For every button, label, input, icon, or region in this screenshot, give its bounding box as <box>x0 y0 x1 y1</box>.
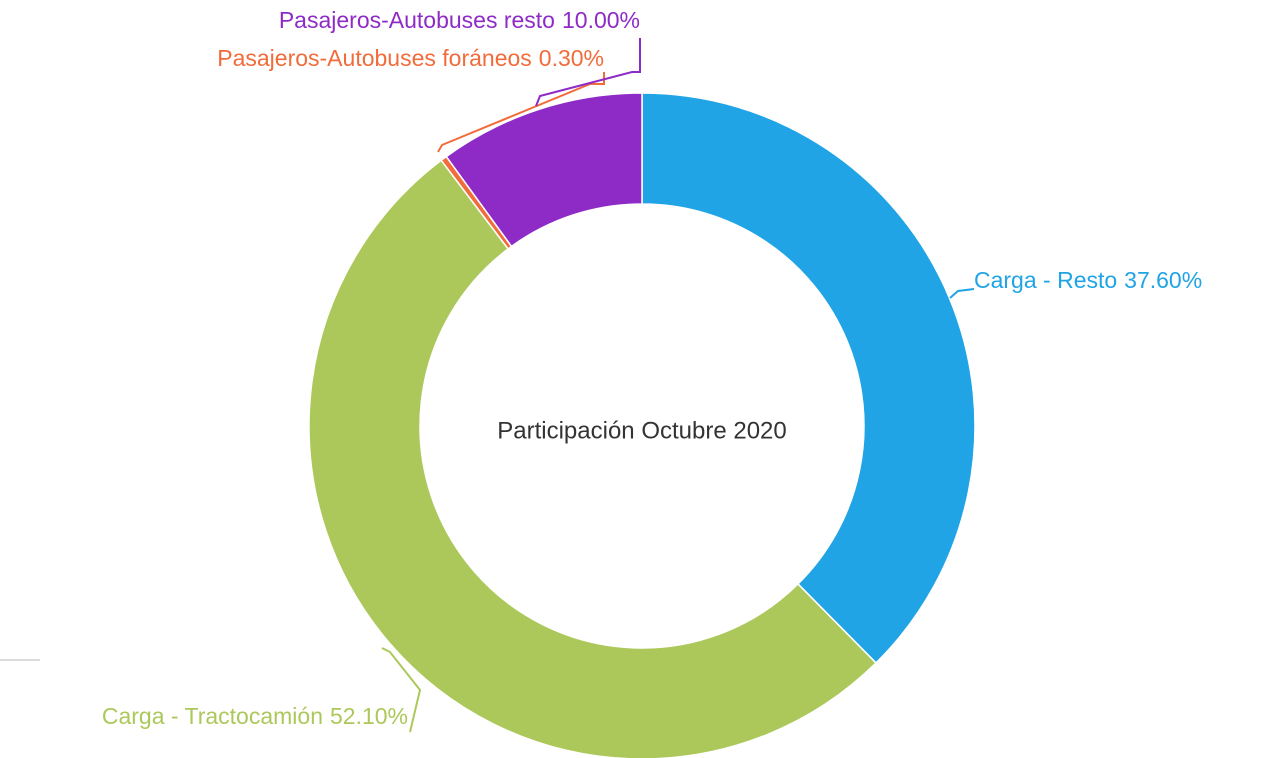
slice-name: Carga - Resto <box>974 267 1117 293</box>
slice-value: 52.10% <box>330 703 408 729</box>
slice-label: Pasajeros-Autobuses foráneos 0.30% <box>217 45 604 71</box>
slice-value: 37.60% <box>1124 267 1202 293</box>
leader-line <box>381 647 422 733</box>
slice-name: Carga - Tractocamión <box>102 703 323 729</box>
chart-title: Participación Octubre 2020 <box>497 417 787 444</box>
slice <box>445 92 643 248</box>
leader-line <box>949 288 975 299</box>
slice-name: Pasajeros-Autobuses foráneos <box>217 45 532 71</box>
slice-label: Carga - Tractocamión 52.10% <box>102 703 408 729</box>
leader-line <box>535 38 641 107</box>
slice-label: Carga - Resto 37.60% <box>974 267 1202 293</box>
slice-value: 0.30% <box>539 45 604 71</box>
slice <box>641 92 976 665</box>
slice-value: 10.00% <box>562 7 640 33</box>
slice-label: Pasajeros-Autobuses resto 10.00% <box>279 7 640 33</box>
slice-name: Pasajeros-Autobuses resto <box>279 7 555 33</box>
slice <box>308 159 878 758</box>
